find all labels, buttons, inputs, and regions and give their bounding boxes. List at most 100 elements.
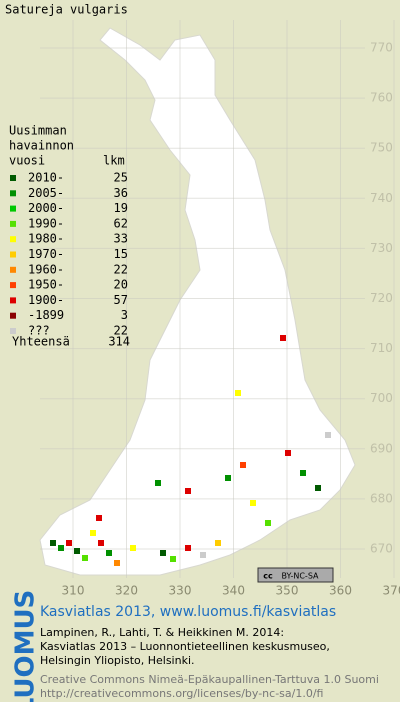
legend-count: 20 [114,278,128,292]
obs [225,475,231,481]
citation: Kasviatlas 2013 – Luonnontieteellinen ke… [40,640,330,653]
legend-label: 1970- [28,247,64,261]
legend-label: 1960- [28,262,64,276]
legend-swatch [10,236,16,243]
legend-count: 22 [114,262,128,276]
legend-swatch [10,190,16,197]
obs [265,520,271,526]
citation: Helsingin Yliopisto, Helsinki. [40,654,195,667]
x-label: 340 [222,584,245,598]
legend-label: 2010- [28,171,64,185]
legend-count: 62 [114,216,128,230]
y-label: 740 [370,191,393,205]
y-label: 700 [370,391,393,405]
legend-count: 33 [114,232,128,246]
obs [240,462,246,468]
total-label: Yhteensä [12,335,70,349]
obs [300,470,306,476]
y-label: 750 [370,141,393,155]
legend-swatch [10,297,16,304]
obs [130,545,136,551]
citation: Lampinen, R., Lahti, T. & Heikkinen M. 2… [40,626,284,639]
legend-count: 36 [114,186,128,200]
obs [280,335,286,341]
legend-count: 19 [114,201,128,215]
x-label: 310 [62,584,85,598]
license-text: Creative Commons Nimeä-Epäkaupallinen-Ta… [40,673,379,686]
obs [74,548,80,554]
legend-header: Uusimman [9,124,67,138]
y-label: 760 [370,91,393,105]
x-label: 330 [169,584,192,598]
obs [66,540,72,546]
legend-swatch [10,205,16,212]
legend-count: 25 [114,171,128,185]
obs [200,552,206,558]
title: Satureja vulgaris [5,3,128,17]
legend-label: -1899 [28,308,64,322]
obs [250,500,256,506]
legend-swatch [10,251,16,258]
x-label: 350 [276,584,299,598]
total-count: 314 [108,335,130,349]
legend-header: havainnon [9,139,74,153]
legend-count: 57 [114,293,128,307]
y-label: 770 [370,41,393,55]
cc-badge: cc BY-NC-SA [257,567,334,583]
obs [106,550,112,556]
legend-label: 1990- [28,216,64,230]
legend-count: 22 [114,324,128,338]
legend-swatch [10,328,16,334]
obs [90,530,96,536]
legend-label: 2000- [28,201,64,215]
y-label: 670 [370,542,393,556]
y-label: 730 [370,241,393,255]
legend-swatch [10,282,16,289]
obs [114,560,120,566]
x-label: 320 [115,584,138,598]
legend-count-header: lkm [103,154,125,168]
legend-swatch [10,175,16,181]
obs [215,540,221,546]
obs [185,545,191,551]
legend-label: 1950- [28,278,64,292]
badge-box [257,567,334,583]
legend-count: 15 [114,247,128,261]
obs [155,480,161,486]
legend-count: 3 [121,308,128,322]
legend-label: 1900- [28,293,64,307]
obs [82,555,88,561]
obs [325,432,331,438]
legend-swatch [10,312,16,319]
obs [58,545,64,551]
footer-headline[interactable]: Kasviatlas 2013, www.luomus.fi/kasviatla… [40,604,336,620]
obs [185,488,191,494]
logo: LUOMUS [11,590,41,702]
legend-swatch [10,266,16,273]
observations [50,335,331,566]
badge-license: BY-NC-SA [281,572,319,581]
obs [160,550,166,556]
obs [98,540,104,546]
legend-header: vuosi [9,154,45,168]
x-label: 360 [329,584,352,598]
obs [170,556,176,562]
obs [235,390,241,396]
y-label: 720 [370,291,393,305]
obs [315,485,321,491]
legend-swatch [10,220,16,227]
legend-label: 1980- [28,232,64,246]
legend-label: ??? [28,324,50,338]
y-label: 710 [370,341,393,355]
legend: Uusimman havainnon vuosi lkm Yhteensä 31… [9,124,130,349]
legend-label: 2005- [28,186,64,200]
badge-cc: cc [263,572,273,581]
obs [50,540,56,546]
license-url[interactable]: http://creativecommons.org/licenses/by-n… [40,687,323,700]
y-label: 680 [370,491,393,505]
y-label: 690 [370,441,393,455]
obs [285,450,291,456]
obs [96,515,102,521]
